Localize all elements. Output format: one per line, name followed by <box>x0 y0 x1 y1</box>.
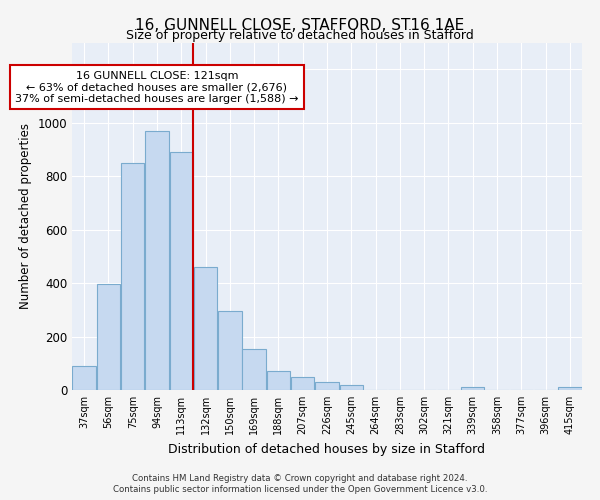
Bar <box>242 348 266 390</box>
Bar <box>340 384 363 390</box>
Bar <box>145 130 169 390</box>
Bar <box>315 382 339 390</box>
Bar <box>97 284 120 390</box>
Bar <box>266 372 290 390</box>
Text: Size of property relative to detached houses in Stafford: Size of property relative to detached ho… <box>126 29 474 42</box>
Text: 16 GUNNELL CLOSE: 121sqm  
← 63% of detached houses are smaller (2,676)
37% of s: 16 GUNNELL CLOSE: 121sqm ← 63% of detach… <box>15 70 299 104</box>
Bar <box>291 376 314 390</box>
Text: Contains HM Land Registry data © Crown copyright and database right 2024.
Contai: Contains HM Land Registry data © Crown c… <box>113 474 487 494</box>
Bar <box>558 388 581 390</box>
Bar <box>73 366 96 390</box>
Bar <box>461 388 484 390</box>
X-axis label: Distribution of detached houses by size in Stafford: Distribution of detached houses by size … <box>169 442 485 456</box>
Text: 16, GUNNELL CLOSE, STAFFORD, ST16 1AE: 16, GUNNELL CLOSE, STAFFORD, ST16 1AE <box>136 18 464 32</box>
Bar <box>170 152 193 390</box>
Bar <box>218 311 242 390</box>
Y-axis label: Number of detached properties: Number of detached properties <box>19 123 32 309</box>
Bar <box>121 163 145 390</box>
Bar <box>194 267 217 390</box>
